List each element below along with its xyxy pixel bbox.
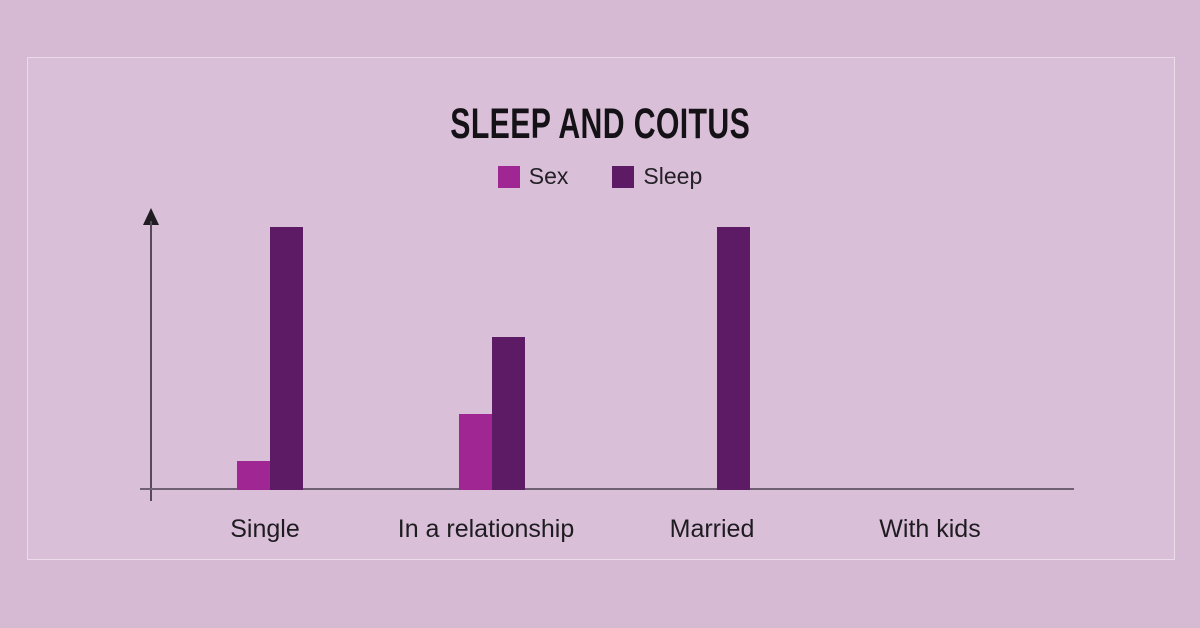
- chart-panel: [27, 57, 1175, 560]
- bar-sex-in-a-relationship: [459, 414, 492, 490]
- legend-label-sleep: Sleep: [643, 163, 703, 189]
- chart-title: SLEEP AND COITUS: [450, 99, 750, 147]
- category-label: Single: [230, 515, 300, 543]
- legend: Sex Sleep: [0, 163, 1200, 190]
- x-axis: [140, 488, 1074, 490]
- y-axis-arrow-icon: [143, 208, 159, 225]
- category-label: Married: [669, 515, 755, 543]
- sleep-swatch-icon: [612, 165, 635, 188]
- category-label: With kids: [879, 515, 981, 543]
- y-axis: [150, 221, 152, 501]
- bar-sex-single: [237, 461, 270, 490]
- category-label: In a relationship: [397, 515, 575, 543]
- bar-sleep-single: [270, 227, 303, 490]
- bar-sleep-married: [717, 227, 750, 490]
- title-wrap: SLEEP AND COITUS: [0, 99, 1200, 147]
- bar-sleep-in-a-relationship: [492, 337, 525, 490]
- sex-swatch-icon: [497, 165, 520, 188]
- legend-label-sex: Sex: [528, 163, 569, 189]
- legend-item-sex: Sex: [497, 163, 569, 190]
- legend-item-sleep: Sleep: [612, 163, 702, 190]
